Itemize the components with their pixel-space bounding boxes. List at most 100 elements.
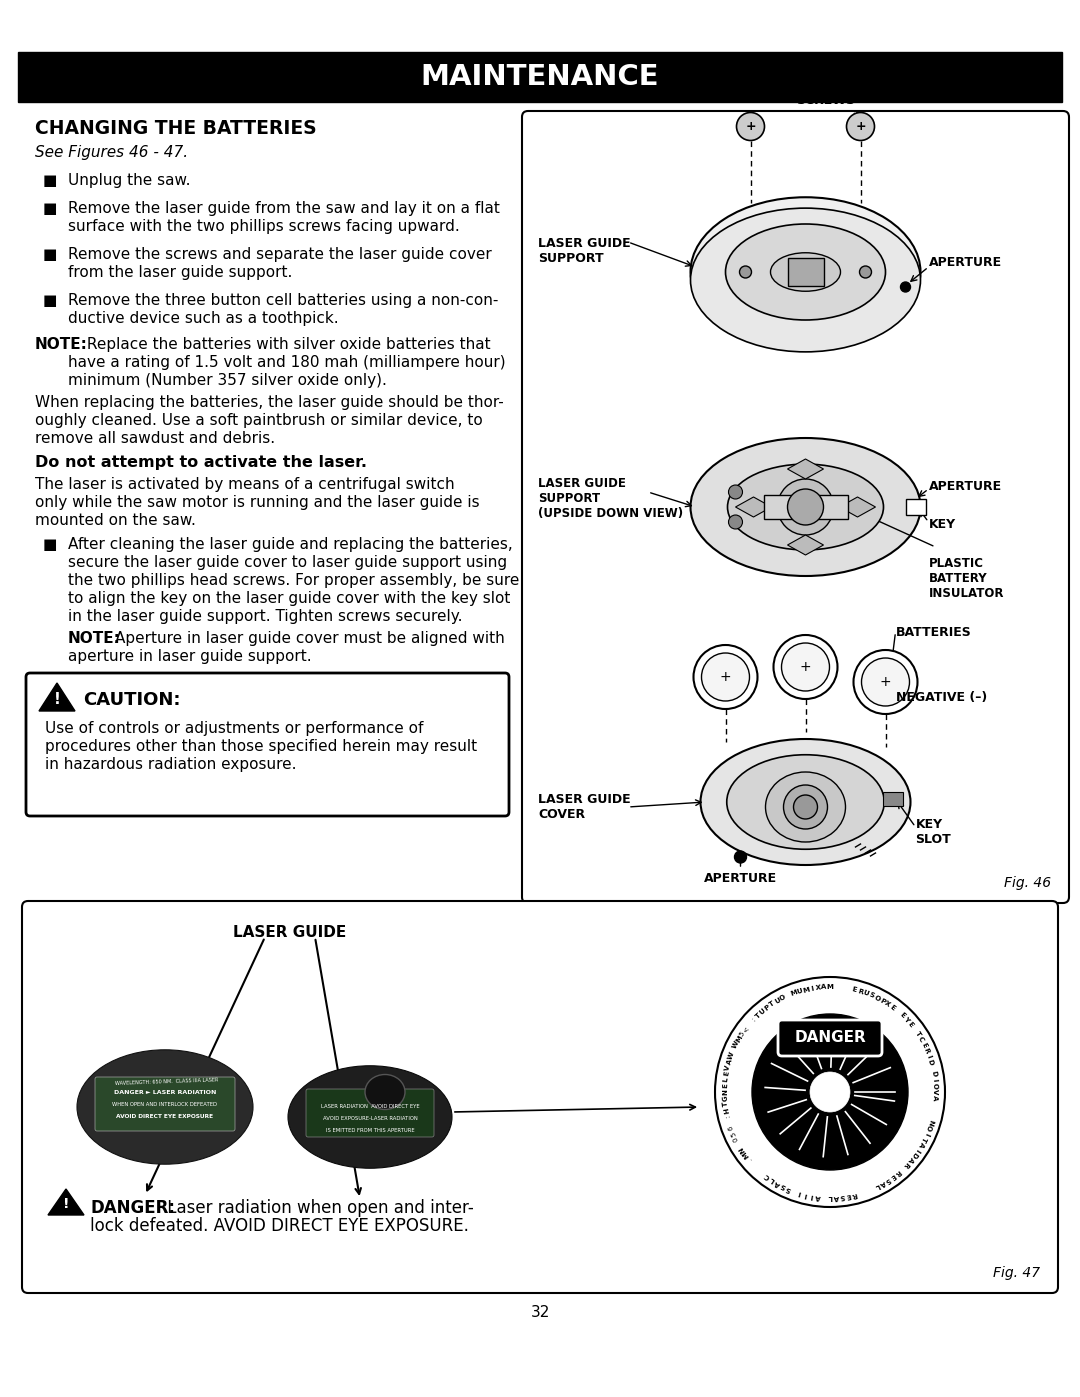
Text: After cleaning the laser guide and replacing the batteries,: After cleaning the laser guide and repla… [68, 536, 513, 552]
Text: Fig. 46: Fig. 46 [1004, 876, 1051, 890]
Text: ■: ■ [43, 536, 57, 552]
Text: LASER GUIDE
SUPPORT
(UPSIDE DOWN VIEW): LASER GUIDE SUPPORT (UPSIDE DOWN VIEW) [538, 476, 684, 520]
Text: H: H [724, 1106, 730, 1113]
Text: LASER GUIDE
SUPPORT: LASER GUIDE SUPPORT [538, 237, 631, 265]
Ellipse shape [690, 208, 920, 352]
Text: P: P [764, 1004, 771, 1011]
Text: Remove the screws and separate the laser guide cover: Remove the screws and separate the laser… [68, 247, 491, 263]
Text: L: L [769, 1176, 775, 1183]
FancyBboxPatch shape [95, 1077, 235, 1132]
Text: .: . [746, 1157, 753, 1162]
Text: WAVELENGTH: 650 NM.  CLASS IIIA LASER: WAVELENGTH: 650 NM. CLASS IIIA LASER [114, 1077, 218, 1087]
Text: Do not attempt to activate the laser.: Do not attempt to activate the laser. [35, 455, 367, 469]
Text: DANGER ► LASER RADIATION: DANGER ► LASER RADIATION [113, 1090, 216, 1094]
Text: procedures other than those specified herein may result: procedures other than those specified he… [45, 739, 477, 754]
Text: V: V [932, 1090, 939, 1095]
Text: from the laser guide support.: from the laser guide support. [68, 265, 293, 279]
Text: APERTURE: APERTURE [929, 481, 1001, 493]
Text: DANGER: DANGER [794, 1031, 866, 1045]
Text: ■: ■ [43, 293, 57, 307]
Text: +: + [799, 659, 811, 673]
Text: 6: 6 [728, 1125, 734, 1132]
Text: PLASTIC
BATTERY
INSULATOR: PLASTIC BATTERY INSULATOR [929, 557, 1004, 599]
Ellipse shape [340, 1098, 400, 1136]
Text: 5: 5 [730, 1130, 738, 1137]
Polygon shape [48, 1189, 84, 1215]
Circle shape [752, 1014, 908, 1171]
Bar [905, 499, 926, 515]
Text: A: A [726, 1059, 733, 1066]
Text: MAINTENANCE: MAINTENANCE [421, 63, 659, 91]
Text: mounted on the saw.: mounted on the saw. [35, 513, 195, 528]
Polygon shape [787, 535, 824, 555]
Text: A: A [879, 1179, 887, 1187]
Text: AVOID DIRECT EYE EXPOSURE: AVOID DIRECT EYE EXPOSURE [117, 1115, 214, 1119]
Circle shape [773, 636, 837, 698]
Text: X: X [883, 1000, 892, 1009]
Ellipse shape [728, 464, 883, 550]
Polygon shape [787, 460, 824, 479]
Text: CAUTION:: CAUTION: [83, 692, 180, 710]
Ellipse shape [690, 439, 920, 576]
Text: in the laser guide support. Tighten screws securely.: in the laser guide support. Tighten scre… [68, 609, 462, 624]
Text: Remove the laser guide from the saw and lay it on a flat: Remove the laser guide from the saw and … [68, 201, 500, 217]
Text: U: U [862, 989, 869, 997]
Text: E: E [906, 1021, 915, 1028]
Circle shape [901, 282, 910, 292]
Text: I: I [810, 985, 813, 992]
Text: Laser radiation when open and inter-: Laser radiation when open and inter- [162, 1199, 474, 1217]
Circle shape [862, 658, 909, 705]
Ellipse shape [766, 773, 846, 842]
Text: Use of controls or adjustments or performance of: Use of controls or adjustments or perfor… [45, 721, 423, 736]
Text: NOTE:: NOTE: [68, 631, 121, 645]
Text: BATTERIES: BATTERIES [895, 626, 971, 638]
FancyBboxPatch shape [22, 901, 1058, 1294]
Text: See Figures 46 - 47.: See Figures 46 - 47. [35, 145, 188, 161]
Text: O: O [932, 1083, 939, 1090]
Text: I: I [810, 1192, 813, 1199]
Text: X: X [814, 985, 821, 990]
Text: the two phillips head screws. For proper assembly, be sure: the two phillips head screws. For proper… [68, 573, 519, 588]
Circle shape [783, 785, 827, 828]
Text: <: < [742, 1025, 750, 1034]
Text: O: O [924, 1125, 932, 1132]
Text: I: I [931, 1078, 937, 1081]
Circle shape [702, 652, 750, 701]
Text: remove all sawdust and debris.: remove all sawdust and debris. [35, 432, 275, 446]
Circle shape [782, 643, 829, 692]
Text: D: D [910, 1151, 918, 1158]
Text: N: N [723, 1090, 728, 1095]
Circle shape [853, 650, 918, 714]
Text: APERTURE: APERTURE [929, 256, 1001, 268]
Bar [764, 495, 848, 520]
Ellipse shape [770, 253, 840, 291]
Text: 32: 32 [530, 1305, 550, 1320]
Text: U: U [773, 997, 782, 1004]
Text: AVOID EXPOSURE-LASER RADIATION: AVOID EXPOSURE-LASER RADIATION [323, 1116, 417, 1122]
Text: IS EMITTED FROM THIS APERTURE: IS EMITTED FROM THIS APERTURE [326, 1127, 415, 1133]
Text: lock defeated. AVOID DIRECT EYE EXPOSURE.: lock defeated. AVOID DIRECT EYE EXPOSURE… [90, 1217, 469, 1235]
Text: I: I [923, 1132, 930, 1136]
Text: APERTURE: APERTURE [704, 872, 778, 886]
Text: oughly cleaned. Use a soft paintbrush or similar device, to: oughly cleaned. Use a soft paintbrush or… [35, 414, 483, 427]
Circle shape [693, 645, 757, 710]
Text: W: W [732, 1041, 741, 1049]
Text: I: I [798, 1189, 802, 1196]
Text: When replacing the batteries, the laser guide should be thor-: When replacing the batteries, the laser … [35, 395, 503, 409]
Text: Replace the batteries with silver oxide batteries that: Replace the batteries with silver oxide … [82, 337, 490, 352]
Text: I: I [915, 1147, 921, 1153]
Text: Unplug the saw.: Unplug the saw. [68, 173, 190, 189]
Text: A: A [932, 1095, 937, 1101]
Text: LASER GUIDE: LASER GUIDE [233, 925, 347, 940]
Text: SCREWS: SCREWS [796, 94, 855, 106]
Text: :: : [751, 1017, 757, 1023]
Text: M: M [801, 986, 810, 993]
Text: aperture in laser guide support.: aperture in laser guide support. [68, 650, 312, 664]
Text: Y: Y [903, 1016, 910, 1024]
Ellipse shape [365, 1074, 405, 1109]
Text: DANGER:: DANGER: [90, 1199, 175, 1217]
Text: R: R [903, 1160, 910, 1168]
Polygon shape [39, 683, 75, 711]
Text: R: R [922, 1046, 930, 1055]
Text: A: A [773, 1179, 781, 1187]
